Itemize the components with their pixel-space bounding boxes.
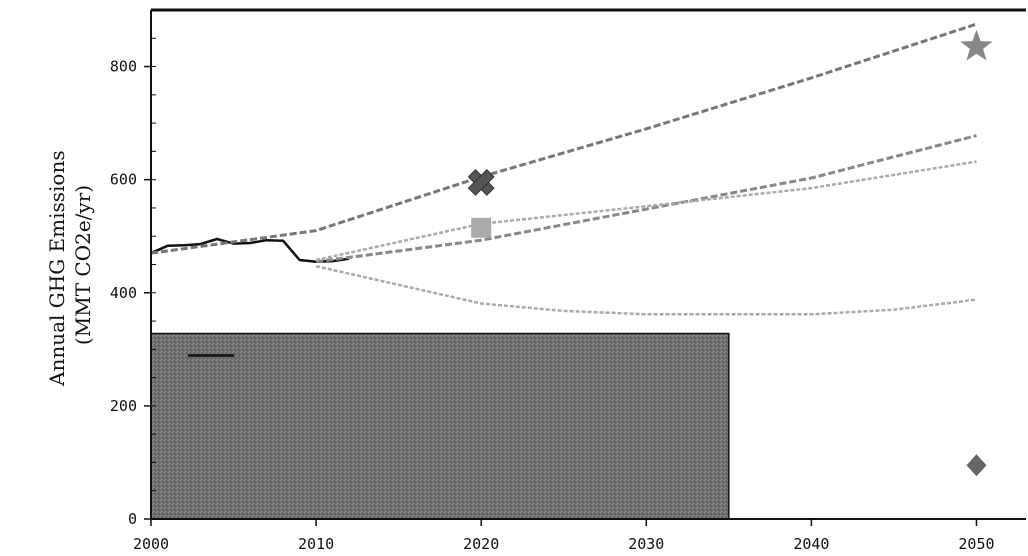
series-line-4 xyxy=(315,160,977,262)
diamond-marker xyxy=(966,454,987,477)
y-tick-label-800: 800 xyxy=(110,58,137,76)
x-tick-label-2050: 2050 xyxy=(958,535,994,553)
y-tick-label-600: 600 xyxy=(110,171,137,189)
x-tick-label-2020: 2020 xyxy=(463,535,499,553)
x-tick-label-2030: 2030 xyxy=(628,535,664,553)
y-tick-label-0: 0 xyxy=(128,510,137,528)
series-line-5 xyxy=(315,264,977,316)
x-tick-label-2040: 2040 xyxy=(793,535,829,553)
y-tick-label-400: 400 xyxy=(110,284,137,302)
square-marker xyxy=(471,217,492,238)
star-marker xyxy=(960,29,993,61)
legend-box xyxy=(150,332,730,520)
y-axis-ticks: 0 200 400 600 800 xyxy=(110,58,151,528)
x-tick-label-2010: 2010 xyxy=(298,535,334,553)
markers-group xyxy=(467,29,993,477)
x-tick-label-2000: 2000 xyxy=(133,535,169,553)
x-axis-ticks: 2000 2010 2020 2030 2040 2050 xyxy=(133,519,995,553)
cross-marker-bar-2 xyxy=(467,169,495,196)
legend xyxy=(150,332,730,520)
series-line-3 xyxy=(315,134,977,264)
cross-marker xyxy=(467,169,495,196)
y-axis-label: Annual GHG Emissions (MMT CO2e/yr) xyxy=(45,144,95,387)
series-group xyxy=(150,22,977,316)
axes xyxy=(150,8,1026,520)
series-line-2 xyxy=(150,22,977,255)
y-axis-label-line-2: (MMT CO2e/yr) xyxy=(71,185,95,345)
y-axis-label-line-1: Annual GHG Emissions xyxy=(45,150,69,387)
y-tick-label-200: 200 xyxy=(110,397,137,415)
